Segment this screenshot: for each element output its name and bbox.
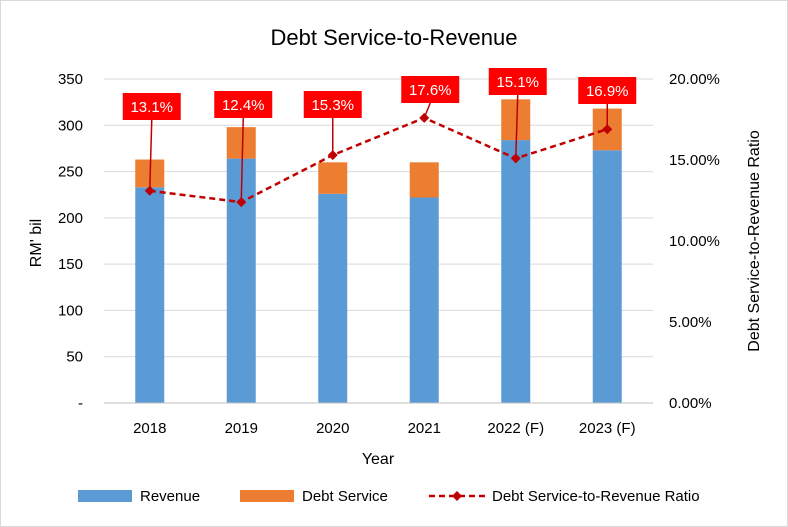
- y2-tick-label: 0.00%: [669, 395, 712, 412]
- legend-swatch-ratio-marker: [452, 491, 462, 501]
- x-tick-label: 2022 (F): [487, 420, 544, 437]
- bar-revenue: [592, 150, 622, 403]
- bars-group: [135, 99, 622, 403]
- gridlines: [104, 78, 653, 358]
- axes-group: - 50 100 150 200 250 300 350 0.00% 5.00% 10.00% 15.…: [58, 71, 720, 437]
- data-label: 15.3%: [311, 97, 354, 114]
- y2-tick-label: 15.00%: [669, 152, 720, 169]
- bar-revenue: [409, 197, 439, 403]
- bar-debt-service: [409, 162, 439, 198]
- legend: Revenue Debt Service Debt Service-to-Reven…: [78, 488, 700, 505]
- bar-revenue: [135, 187, 165, 403]
- y-tick-label: 150: [58, 256, 83, 273]
- chart-title: Debt Service-to-Revenue: [270, 25, 517, 50]
- y-tick-label: 50: [66, 349, 83, 366]
- data-label-leader: [515, 94, 519, 159]
- y-tick-label: 100: [58, 302, 83, 319]
- y2-tick-label: 5.00%: [669, 314, 712, 331]
- data-labels-group: 13.1% 12.4% 15.3% 17.6% 15.1% 16.9%: [122, 68, 637, 203]
- bar-debt-service: [226, 127, 256, 159]
- legend-swatch-revenue: [78, 490, 132, 502]
- y-tick-label: 300: [58, 117, 83, 134]
- legend-swatch-debt-service: [240, 490, 294, 502]
- y2-axis-title: Debt Service-to-Revenue Ratio: [746, 130, 763, 352]
- data-label: 17.6%: [409, 82, 452, 99]
- data-label-box: [214, 91, 273, 118]
- x-tick-label: 2023 (F): [579, 420, 636, 437]
- data-label: 13.1%: [130, 99, 173, 116]
- legend-label-ratio: Debt Service-to-Revenue Ratio: [492, 488, 700, 505]
- data-label: 16.9%: [586, 83, 629, 100]
- data-label-leader: [240, 117, 244, 203]
- data-label-box: [488, 68, 547, 95]
- data-label-box: [122, 93, 181, 120]
- ratio-line-group: [144, 112, 613, 208]
- data-label-box: [303, 91, 362, 118]
- x-axis-title: Year: [362, 451, 395, 468]
- bar-revenue: [501, 140, 531, 403]
- legend-label-debt-service: Debt Service: [302, 488, 388, 505]
- bar-debt-service: [318, 162, 348, 194]
- ratio-line: [149, 116, 608, 204]
- y2-tick-label: 10.00%: [669, 233, 720, 250]
- bar-debt-service: [501, 99, 531, 141]
- data-label-box: [401, 76, 460, 103]
- data-label: 15.1%: [496, 74, 539, 91]
- data-label: 12.4%: [222, 97, 265, 114]
- x-tick-label: 2021: [408, 420, 441, 437]
- y-tick-label: 350: [58, 71, 83, 88]
- legend-label-revenue: Revenue: [140, 488, 200, 505]
- y-tick-label: -: [78, 395, 83, 412]
- x-tick-label: 2019: [225, 420, 258, 437]
- y-tick-label: 250: [58, 164, 83, 181]
- data-label-leader: [149, 119, 153, 191]
- y2-tick-label: 20.00%: [669, 71, 720, 88]
- x-tick-label: 2020: [316, 420, 349, 437]
- y-axis-title: RM' bil: [28, 219, 45, 267]
- data-label-box: [578, 77, 637, 104]
- y-tick-label: 200: [58, 210, 83, 227]
- x-tick-label: 2018: [133, 420, 166, 437]
- bar-revenue: [318, 193, 348, 403]
- data-label-leader: [423, 102, 431, 119]
